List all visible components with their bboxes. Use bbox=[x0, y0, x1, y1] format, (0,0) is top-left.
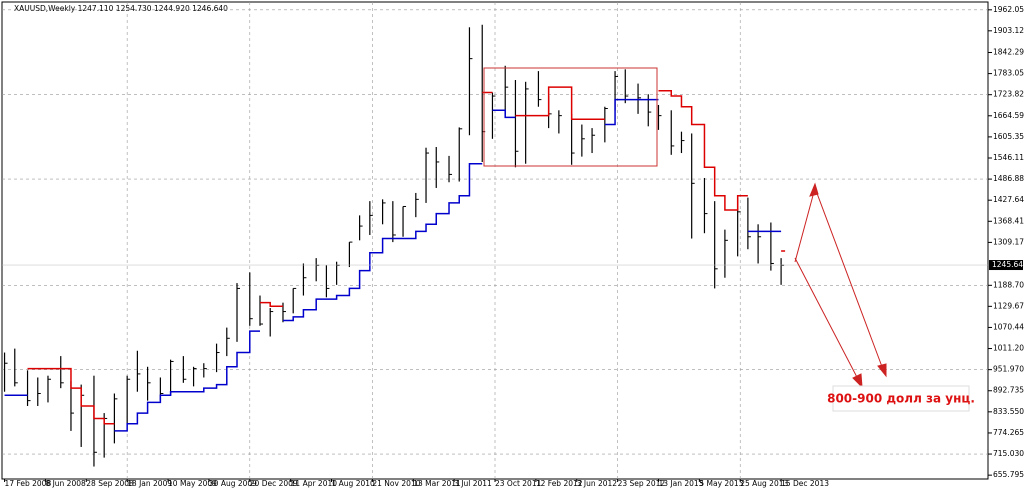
y-tick-label: 1605.350 bbox=[993, 132, 1024, 141]
y-tick-label: 1368.410 bbox=[993, 216, 1024, 225]
y-tick-label: 892.735 bbox=[993, 386, 1024, 395]
x-tick-label: 8 Jun 2008 bbox=[45, 479, 86, 488]
y-tick-label: 1129.675 bbox=[993, 301, 1024, 310]
x-tick-label: 11 Apr 2010 bbox=[291, 479, 338, 488]
y-tick-label: 1723.820 bbox=[993, 90, 1024, 99]
y-tick-label: 1011.205 bbox=[993, 344, 1024, 353]
x-tick-label: 13 Mar 2011 bbox=[413, 479, 461, 488]
stop-line bbox=[259, 301, 283, 307]
stop-line bbox=[492, 109, 516, 119]
range-box bbox=[483, 67, 658, 167]
y-tick-label: 1427.645 bbox=[993, 195, 1024, 204]
y-tick-label: 1783.055 bbox=[993, 69, 1024, 78]
y-tick-label: 1962.055 bbox=[993, 5, 1024, 14]
x-tick-label: 15 Dec 2013 bbox=[781, 479, 829, 488]
stop-line bbox=[604, 98, 659, 126]
x-tick-label: 13 Jan 2013 bbox=[658, 479, 703, 488]
y-tick-label: 655.795 bbox=[993, 470, 1024, 479]
stop-line bbox=[515, 86, 605, 120]
stop-line bbox=[114, 330, 260, 432]
x-tick-label: 30 Aug 2009 bbox=[209, 479, 257, 488]
last-price-label: 1245.640 bbox=[992, 260, 1024, 269]
x-tick-label: 10 May 2009 bbox=[168, 479, 217, 488]
stop-line bbox=[27, 367, 115, 425]
y-tick-label: 1486.880 bbox=[993, 174, 1024, 183]
x-tick-label: 23 Oct 2011 bbox=[495, 479, 542, 488]
forecast-arrows bbox=[794, 182, 887, 389]
x-tick-label: 20 Dec 2009 bbox=[250, 479, 298, 488]
x-tick-label: 23 Sep 2012 bbox=[618, 479, 666, 488]
chart-header: XAUUSD,Weekly 1247.110 1254.730 1244.920… bbox=[14, 4, 228, 13]
y-tick-label: 774.265 bbox=[993, 428, 1024, 437]
y-tick-label: 1664.590 bbox=[993, 111, 1024, 120]
y-tick-label: 1903.120 bbox=[993, 26, 1024, 35]
stop-line bbox=[658, 89, 748, 211]
annotation-box bbox=[832, 385, 970, 412]
x-tick-label: 3 Jun 2012 bbox=[577, 479, 618, 488]
y-tick-label: 1546.115 bbox=[993, 153, 1024, 162]
y-tick-label: 1070.445 bbox=[993, 322, 1024, 331]
y-tick-label: 1309.175 bbox=[993, 237, 1024, 246]
x-tick-label: 1 Aug 2010 bbox=[332, 479, 375, 488]
x-tick-label: 18 Jan 2009 bbox=[127, 479, 172, 488]
y-tick-label: 715.030 bbox=[993, 449, 1024, 458]
x-tick-label: 21 Nov 2010 bbox=[372, 479, 420, 488]
stop-line bbox=[282, 162, 483, 322]
y-tick-label: 1842.290 bbox=[993, 47, 1024, 56]
annotation: 800-900 долл за унц. bbox=[827, 392, 975, 406]
last-price-box bbox=[989, 260, 1023, 271]
x-tick-label: 17 Feb 2008 bbox=[5, 479, 52, 488]
y-tick-label: 951.970 bbox=[993, 365, 1024, 374]
x-tick-label: 28 Sep 2008 bbox=[86, 479, 134, 488]
y-tick-label: 833.550 bbox=[993, 407, 1024, 416]
x-tick-label: 3 Jul 2011 bbox=[454, 479, 492, 488]
y-tick-label: 1188.705 bbox=[993, 280, 1024, 289]
x-tick-label: 5 May 2013 bbox=[699, 479, 743, 488]
x-tick-label: 25 Aug 2013 bbox=[740, 479, 788, 488]
x-tick-label: 12 Feb 2012 bbox=[536, 479, 583, 488]
